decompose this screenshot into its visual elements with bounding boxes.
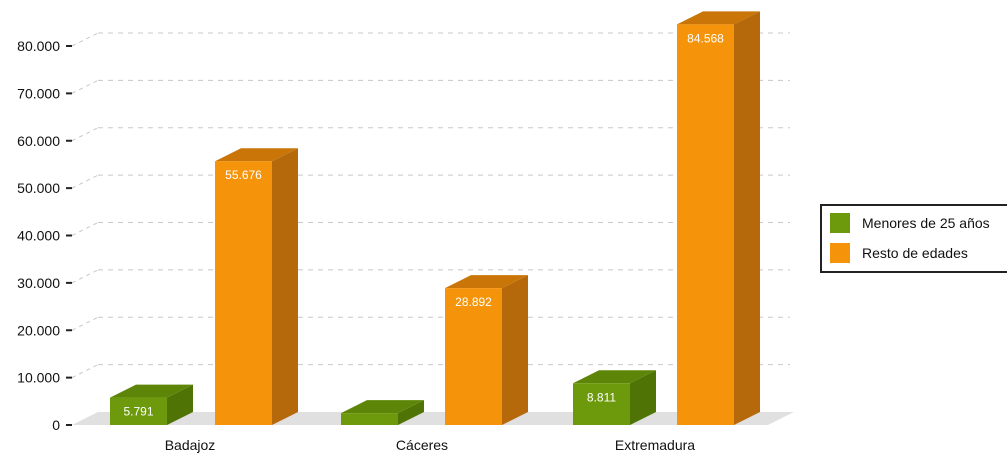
- y-tick-label: 10.000: [17, 370, 60, 386]
- bar-top: [677, 11, 760, 25]
- x-tick-label: Badajoz: [165, 437, 216, 453]
- x-tick-label: Cáceres: [396, 437, 448, 453]
- bar[interactable]: [341, 413, 398, 425]
- bar[interactable]: [215, 161, 272, 425]
- grid-line-diagonal: [71, 174, 99, 189]
- x-tick-label: Extremadura: [615, 437, 695, 453]
- grid-line-diagonal: [71, 269, 99, 284]
- grid-line-diagonal: [71, 32, 99, 47]
- y-tick-label: 70.000: [17, 85, 60, 101]
- y-tick-label: 50.000: [17, 180, 60, 196]
- y-tick-label: 40.000: [17, 228, 60, 244]
- data-label: 55.676: [225, 168, 262, 182]
- bar[interactable]: [445, 288, 502, 425]
- bar-top: [110, 384, 193, 398]
- bar-side: [398, 400, 424, 425]
- y-tick-label: 0: [52, 417, 60, 433]
- legend-swatch: [830, 243, 850, 263]
- grid-line-diagonal: [71, 222, 99, 236]
- legend-label: Resto de edades: [862, 245, 968, 261]
- data-label: 8.811: [587, 390, 616, 404]
- data-label: 84.568: [687, 31, 724, 45]
- bar-side: [630, 370, 656, 425]
- grid-line-diagonal: [71, 79, 99, 94]
- data-label: 5.791: [123, 405, 153, 419]
- bar[interactable]: [110, 397, 167, 425]
- legend-swatch: [830, 213, 850, 233]
- bar-side: [502, 275, 528, 425]
- bar-top: [445, 275, 528, 289]
- legend-box: [820, 204, 1007, 273]
- legend-label: Menores de 25 años: [862, 215, 990, 231]
- bar-side: [272, 148, 298, 425]
- bar[interactable]: [677, 24, 734, 425]
- bar-top: [215, 148, 298, 162]
- bar-top: [341, 400, 424, 414]
- y-tick-label: 80.000: [17, 38, 60, 54]
- bar-side: [167, 384, 193, 425]
- bar[interactable]: [573, 383, 630, 425]
- y-tick-label: 20.000: [17, 322, 60, 338]
- bar-side: [734, 11, 760, 425]
- grid-line-diagonal: [71, 316, 99, 331]
- grid-line-diagonal: [71, 364, 99, 379]
- grid-line-diagonal: [71, 127, 99, 142]
- bar-top: [573, 370, 656, 384]
- y-tick-label: 60.000: [17, 133, 60, 149]
- y-tick-label: 30.000: [17, 275, 60, 291]
- data-label: 28.892: [455, 295, 492, 309]
